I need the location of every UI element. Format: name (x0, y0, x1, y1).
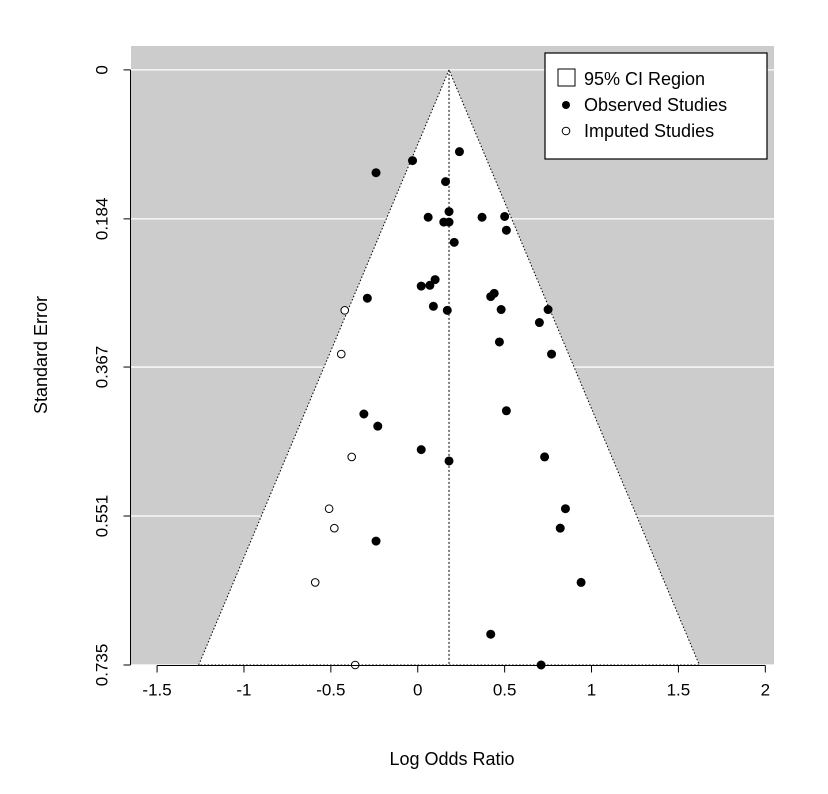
observed-study-point (496, 305, 506, 315)
observed-study-point (449, 237, 459, 247)
legend-ci-region-swatch (557, 68, 576, 87)
observed-study-point (441, 177, 451, 187)
imputed-study-point (340, 306, 350, 315)
legend-label-imputed-studies: Imputed Studies (584, 121, 714, 141)
observed-study-point (430, 275, 440, 285)
imputed-study-point (324, 504, 334, 514)
imputed-study-point (330, 523, 339, 533)
observed-study-point (425, 280, 435, 290)
legend-label-ci-region: 95% CI Region (584, 69, 705, 89)
observed-study-point (444, 207, 454, 217)
observed-study-point (444, 456, 454, 466)
observed-study-point (454, 147, 464, 157)
legend-label-observed-studies: Observed Studies (584, 95, 727, 115)
observed-study-point (416, 445, 426, 455)
x-tick-label: 0 (413, 681, 422, 700)
x-axis-title: Log Odds Ratio (389, 749, 514, 769)
x-tick-label: 0.5 (493, 681, 517, 700)
observed-study-point (534, 318, 544, 328)
x-tick-label: 2 (761, 681, 770, 700)
observed-study-point (444, 217, 454, 227)
x-axis: -1.5 -1 -0.5 0 0.5 1 1.5 2 (142, 665, 770, 700)
y-axis-title: Standard Error (31, 296, 51, 414)
observed-study-point (486, 292, 496, 302)
observed-study-point (359, 409, 369, 419)
x-tick-label: 1.5 (667, 681, 691, 700)
observed-study-point (486, 629, 496, 639)
observed-study-point (371, 168, 381, 178)
legend-imputed-marker (561, 126, 571, 136)
imputed-study-point (336, 349, 346, 359)
observed-study-point (494, 337, 504, 347)
x-tick-label: 1 (587, 681, 596, 700)
observed-study-point (416, 281, 426, 291)
y-tick-label: 0.551 (93, 495, 112, 538)
imputed-study-point (310, 578, 320, 587)
x-tick-label: -0.5 (316, 681, 345, 700)
observed-study-point (428, 301, 438, 311)
observed-study-point (576, 577, 586, 587)
x-tick-label: -1 (236, 681, 251, 700)
observed-study-point (408, 156, 418, 166)
observed-study-point (543, 305, 553, 315)
legend-observed-marker (562, 101, 570, 109)
y-axis: 0 0.184 0.367 0.551 0.735 (93, 65, 131, 686)
imputed-study-point (347, 452, 357, 462)
observed-study-point (547, 349, 557, 359)
observed-study-point (423, 212, 433, 222)
observed-study-point (373, 421, 383, 431)
observed-study-point (500, 211, 510, 221)
observed-study-point (477, 212, 487, 222)
observed-study-point (560, 504, 570, 514)
observed-study-point (442, 305, 452, 315)
observed-study-point (501, 225, 511, 235)
y-tick-label: 0.184 (93, 198, 112, 241)
observed-study-point (540, 452, 550, 462)
observed-study-point (501, 406, 511, 416)
observed-study-point (362, 293, 372, 303)
y-tick-label: 0 (93, 65, 112, 74)
observed-study-point (371, 536, 381, 546)
x-tick-label: -1.5 (142, 681, 171, 700)
observed-study-point (555, 523, 565, 533)
y-tick-label: 0.735 (93, 644, 112, 687)
legend: 95% CI Region Observed Studies Imputed S… (544, 52, 768, 160)
legend-box (544, 52, 768, 160)
y-tick-label: 0.367 (93, 346, 112, 389)
